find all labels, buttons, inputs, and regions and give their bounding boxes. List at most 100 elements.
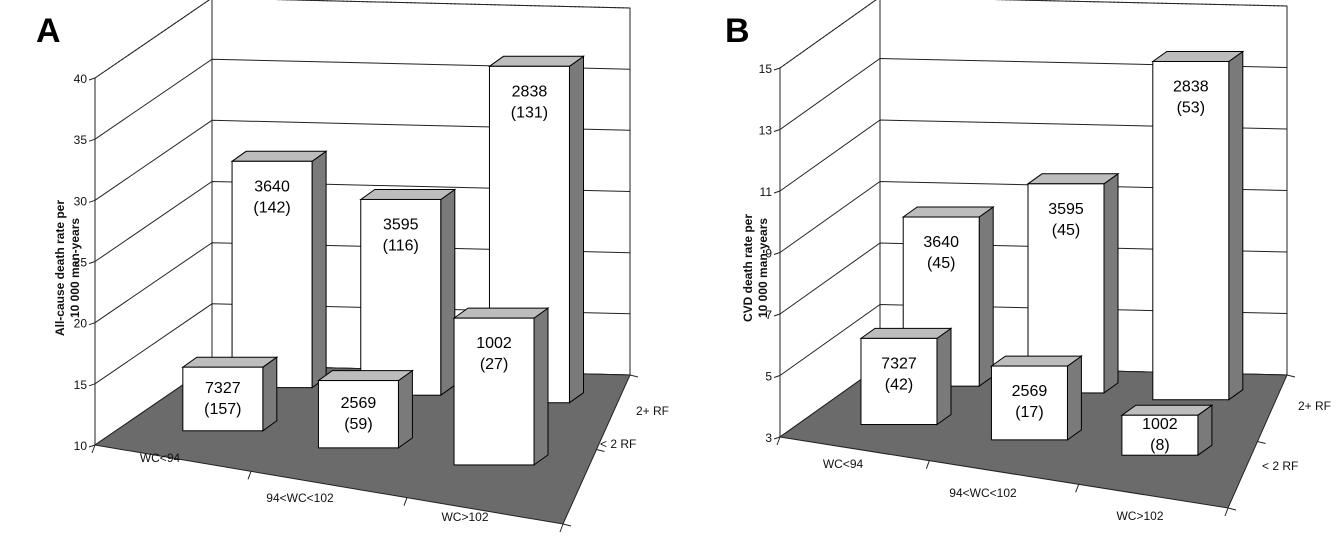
bar-data-label: 1002 [476, 335, 512, 352]
x-tick-mark [925, 460, 930, 469]
bar-top [859, 327, 953, 339]
y-tick-mark [88, 199, 96, 203]
bar-data-label: 3595 [383, 216, 419, 233]
bar: 2569 (17) [989, 355, 1083, 441]
bar-front [990, 365, 1068, 441]
y-tick-mark [773, 375, 781, 378]
bar-data-label: (8) [1150, 437, 1170, 454]
bar-front [317, 380, 399, 449]
y-tick-label: 10 [74, 439, 88, 453]
bar-top [181, 356, 279, 368]
bar-side [978, 206, 994, 388]
bar-top [989, 355, 1083, 367]
y-tick-label: 25 [74, 256, 88, 270]
y-tick-label: 30 [74, 194, 88, 208]
gridline [94, 0, 631, 79]
bar-top [452, 307, 550, 319]
y-tick-mark [88, 383, 96, 387]
bar-top [1120, 404, 1214, 416]
bar: 7327 (157) [181, 356, 279, 432]
y-tick-label: 5 [765, 370, 772, 384]
bar-data-label: (17) [1015, 404, 1043, 421]
gridline [779, 0, 1288, 69]
bar-top [1026, 173, 1120, 185]
bar-top [487, 55, 586, 67]
gridline [779, 180, 1288, 253]
bar-data-label: (142) [253, 199, 290, 216]
depth-category-label: 2+ RF [1298, 399, 1331, 413]
bar: 7327 (42) [859, 327, 953, 426]
y-axis-title-line: 10 000 man-years [68, 218, 82, 318]
bar-top [316, 370, 414, 382]
bar-data-label: 2838 [1173, 78, 1209, 95]
y-axis-title: CVD death rate per10 000 man-years [741, 214, 770, 322]
depth-tick-mark [1257, 441, 1266, 444]
x-tick-mark [403, 497, 408, 506]
x-tick-mark [247, 471, 252, 480]
bar-data-label: (53) [1177, 99, 1205, 116]
bar-front [182, 366, 264, 432]
depth-category-label: < 2 RF [600, 437, 636, 451]
bar-data-label: (45) [927, 255, 955, 272]
y-tick-mark [88, 261, 96, 264]
bar-side [262, 356, 278, 432]
bar: 2569 (59) [316, 369, 414, 449]
bar-front [860, 337, 938, 426]
bar-front [1121, 414, 1199, 456]
x-category-label: 94<WC<102 [949, 486, 1017, 500]
x-tick-mark [559, 523, 564, 533]
bar-data-label: 7327 [205, 380, 241, 397]
y-tick-mark [773, 67, 781, 71]
panel-letter: A [36, 12, 61, 50]
y-tick-label: 20 [74, 317, 88, 331]
depth-category-label: 2+ RF [636, 404, 669, 418]
depth-category-label: < 2 RF [1262, 459, 1298, 473]
y-tick-mark [88, 77, 96, 81]
bar-data-label: (131) [511, 104, 548, 121]
y-tick-mark [773, 190, 781, 194]
y-tick-label: 9 [765, 247, 772, 261]
x-category-label: 94<WC<102 [266, 491, 334, 505]
bar-data-label: 3595 [1048, 201, 1084, 218]
y-tick-label: 3 [765, 431, 772, 445]
bar-data-label: (45) [1052, 222, 1080, 239]
depth-tick-mark [562, 523, 572, 527]
y-axis-title-line: 10 000 man-years [756, 218, 770, 318]
depth-tick-mark [629, 374, 639, 378]
bar: 2838 (53) [1151, 50, 1245, 401]
bar-front [231, 160, 313, 389]
gridline [779, 119, 1288, 192]
y-tick-label: 35 [74, 133, 88, 147]
bar-front [1152, 60, 1230, 401]
depth-tick-mark [1227, 507, 1237, 511]
y-tick-label: 15 [759, 62, 773, 76]
panel-letter: B [725, 12, 750, 50]
bar-top [230, 150, 328, 162]
x-tick-mark [776, 436, 781, 446]
bar: 3595 (116) [359, 188, 457, 397]
bar: 1002 (27) [452, 307, 550, 466]
bar-side [1066, 355, 1082, 441]
x-category-label: WC<94 [140, 451, 181, 465]
y-tick-label: 11 [760, 185, 773, 199]
y-tick-mark [88, 138, 96, 142]
bar-data-label: 7327 [881, 355, 917, 372]
depth-tick-mark [1286, 374, 1296, 378]
y-tick-mark [773, 129, 781, 132]
bar: 3640 (142) [230, 150, 328, 389]
bar-data-label: 3640 [923, 234, 959, 251]
bar-data-label: (157) [204, 401, 241, 418]
x-tick-mark [91, 444, 96, 454]
gridline [779, 303, 1288, 376]
x-tick-mark [1224, 507, 1229, 517]
bar-side [1103, 172, 1119, 394]
y-tick-label: 13 [759, 124, 773, 138]
bar-data-label: (27) [480, 356, 508, 373]
bar-data-label: (116) [383, 237, 419, 254]
y-axis-title-line: CVD death rate per [741, 214, 755, 322]
bar-data-label: 2569 [1012, 383, 1048, 400]
bar-side [569, 55, 584, 404]
bar-side [533, 307, 549, 466]
x-category-label: WC>102 [441, 510, 488, 524]
